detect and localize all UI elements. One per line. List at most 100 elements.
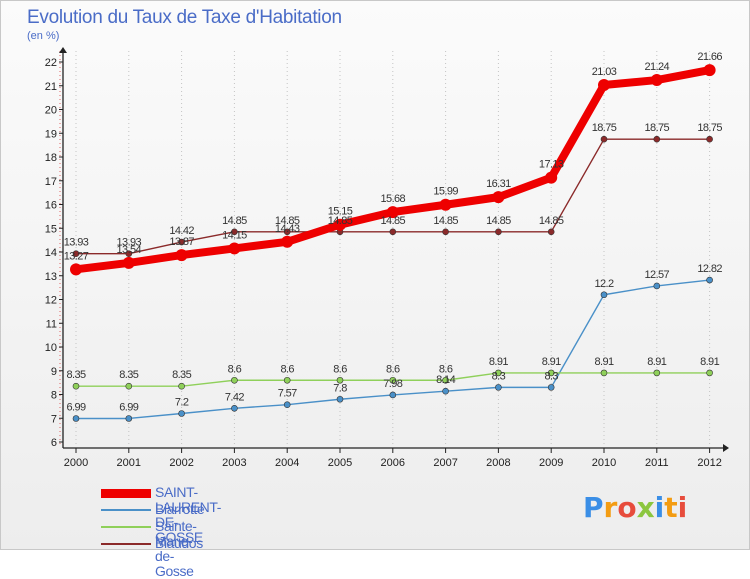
legend-label: Biaudos: [155, 535, 203, 551]
data-point: [495, 369, 502, 377]
data-point: [442, 387, 449, 395]
data-label: 14.85: [381, 215, 406, 227]
y-tick-label: 10: [45, 342, 57, 354]
y-tick-label: 14: [45, 247, 57, 259]
data-label: 12.2: [594, 278, 613, 290]
data-point: [125, 382, 133, 390]
x-tick-label: 2005: [328, 457, 352, 469]
legend-swatch: [101, 543, 151, 545]
data-point: [336, 395, 344, 403]
data-point: [231, 404, 238, 412]
x-tick-label: 2007: [433, 457, 457, 469]
data-point: [228, 242, 241, 255]
data-point: [495, 384, 502, 391]
data-label: 13.54: [117, 244, 142, 256]
data-point: [600, 291, 608, 299]
data-label: 21.03: [592, 66, 617, 78]
data-label: 8.91: [594, 356, 613, 368]
data-label: 8.35: [66, 369, 85, 381]
data-point: [653, 135, 661, 143]
data-label: 14.15: [222, 229, 247, 241]
data-label: 8.6: [386, 363, 400, 375]
data-label: 21.24: [645, 61, 670, 73]
x-tick-label: 2010: [592, 457, 616, 469]
data-label: 8.3: [544, 370, 558, 382]
x-tick-label: 2004: [275, 457, 299, 469]
data-point: [598, 79, 610, 92]
y-tick-label: 15: [45, 223, 57, 235]
data-label: 8.91: [489, 356, 508, 368]
data-label: 8.35: [119, 369, 138, 381]
data-point: [653, 282, 661, 290]
y-tick-label: 21: [45, 81, 57, 93]
logo-letter: o: [617, 491, 637, 524]
data-point: [545, 171, 558, 184]
data-label: 7.2: [175, 397, 189, 409]
data-label: 8.6: [228, 363, 242, 375]
data-label: 14.85: [328, 215, 353, 227]
y-tick-label: 12: [45, 295, 57, 307]
y-tick-label: 6: [51, 437, 57, 449]
data-point: [442, 376, 449, 384]
data-point: [706, 369, 713, 377]
data-label: 15.15: [328, 206, 353, 218]
data-label: 14.85: [433, 215, 458, 227]
y-tick-label: 9: [51, 366, 57, 378]
data-point: [389, 228, 397, 236]
data-point: [175, 249, 188, 262]
x-tick-label: 2006: [381, 457, 405, 469]
data-point: [703, 64, 716, 77]
data-label: 6.99: [119, 401, 138, 413]
y-tick-label: 16: [45, 200, 57, 212]
data-label: 21.66: [697, 51, 722, 63]
data-label: 8.3: [492, 370, 506, 382]
data-label: 12.82: [697, 263, 722, 275]
data-point: [281, 235, 294, 248]
data-label: 16.31: [486, 178, 511, 190]
data-label: 7.98: [383, 378, 402, 390]
data-point: [122, 256, 135, 269]
data-label: 7.8: [333, 382, 347, 394]
data-label: 8.6: [439, 363, 453, 375]
data-point: [334, 218, 346, 231]
data-label: 14.43: [275, 223, 300, 235]
x-axis-arrow: [723, 444, 729, 452]
data-point: [547, 384, 555, 391]
data-label: 8.91: [700, 356, 719, 368]
data-point: [72, 382, 80, 390]
data-point: [600, 135, 608, 143]
data-point: [706, 276, 713, 284]
data-label: 12.57: [645, 269, 670, 281]
logo-letter: P: [583, 491, 604, 524]
data-point: [442, 228, 449, 236]
x-tick-label: 2001: [117, 457, 141, 469]
y-tick-label: 7: [51, 413, 57, 425]
data-point: [283, 401, 291, 409]
data-point: [706, 135, 713, 143]
data-point: [386, 206, 399, 219]
y-axis-arrow: [59, 47, 67, 53]
logo-letter: r: [603, 491, 618, 524]
legend-swatch: [101, 526, 151, 528]
data-label: 15.68: [381, 193, 406, 205]
data-label: 13.87: [169, 236, 194, 248]
x-tick-label: 2003: [222, 457, 246, 469]
data-point: [547, 369, 555, 377]
data-point: [650, 74, 663, 87]
data-point: [283, 376, 291, 384]
x-tick-label: 2011: [645, 457, 669, 469]
data-label: 7.42: [225, 391, 244, 403]
logo-letter: i: [654, 491, 665, 524]
data-point: [495, 228, 502, 236]
x-tick-label: 2000: [64, 457, 88, 469]
data-point: [72, 250, 80, 257]
data-label: 8.91: [647, 356, 666, 368]
data-point: [389, 391, 397, 399]
data-label: 14.85: [275, 215, 300, 227]
data-point: [336, 376, 344, 384]
logo-letter: t: [664, 491, 678, 524]
data-label: 13.27: [64, 250, 89, 262]
data-label: 7.57: [278, 388, 297, 400]
proxiti-logo: Proxiti: [583, 491, 687, 524]
